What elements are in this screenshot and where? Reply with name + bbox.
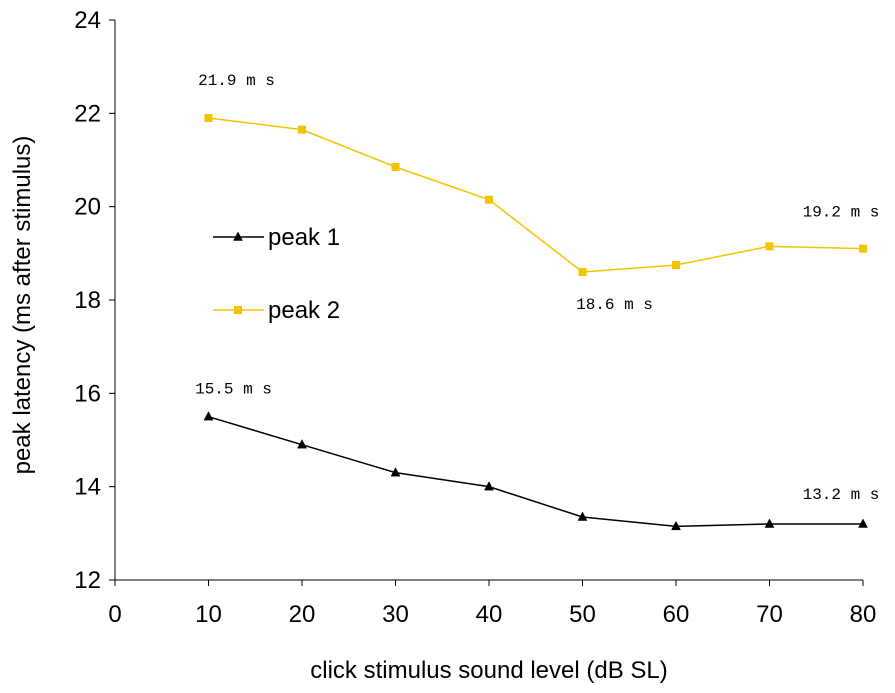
x-axis: 0 10 20 30 40 50 60 70 80 (108, 579, 877, 628)
data-point-peak-2 (672, 261, 680, 269)
x-tick-label: 30 (382, 601, 409, 628)
legend-marker-peak-1 (233, 231, 243, 241)
y-tick-label: 18 (74, 287, 101, 314)
x-tick-label: 10 (195, 601, 222, 628)
data-point-peak-1 (297, 439, 307, 449)
data-point-peak-2 (765, 242, 774, 251)
data-point-peak-2 (204, 114, 213, 122)
data-point-peak-2 (391, 163, 400, 171)
x-tick-label: 40 (476, 601, 503, 628)
x-tick-label: 50 (569, 601, 596, 628)
data-point-peak-1 (858, 518, 868, 528)
data-point-peak-2 (859, 244, 867, 253)
data-point-peak-1 (577, 511, 588, 521)
value-annotation: 15.5 m s (195, 381, 272, 399)
y-tick-label: 14 (74, 474, 101, 501)
y-axis-title: peak latency (ms after stimulus) (9, 136, 36, 475)
data-point-peak-1 (390, 467, 401, 477)
x-tick-label: 60 (663, 601, 690, 628)
legend-label-peak-2: peak 2 (268, 297, 340, 324)
y-tick-label: 22 (74, 100, 101, 127)
legend-label-peak-1: peak 1 (268, 224, 340, 251)
y-axis: 12 14 16 18 20 22 24 (74, 7, 116, 594)
value-annotation: 21.9 m s (198, 72, 275, 90)
x-tick-label: 0 (108, 601, 121, 628)
x-tick-label: 70 (756, 601, 783, 628)
data-point-peak-2 (578, 268, 587, 276)
y-tick-label: 16 (74, 380, 101, 407)
data-point-peak-2 (298, 125, 306, 134)
value-annotation: 19.2 m s (803, 204, 880, 222)
series-line-peak-1 (208, 415, 863, 528)
series-group (203, 114, 868, 531)
annotations: 21.9 m s 19.2 m s 18.6 m s 15.5 m s 13.2 m s (195, 72, 879, 504)
x-tick-label: 20 (289, 601, 316, 628)
series-line-peak-2 (208, 117, 864, 273)
x-axis-title: click stimulus sound level (dB SL) (310, 657, 667, 684)
legend: peak 1 peak 2 (213, 224, 340, 324)
data-point-peak-1 (203, 411, 214, 421)
data-point-peak-1 (484, 481, 494, 491)
data-point-peak-2 (485, 195, 493, 204)
legend-marker-peak-2 (234, 306, 242, 314)
y-tick-label: 20 (74, 194, 101, 221)
y-tick-label: 12 (74, 567, 101, 594)
value-annotation: 18.6 m s (576, 296, 653, 314)
data-point-peak-1 (671, 520, 681, 531)
value-annotation: 13.2 m s (803, 486, 880, 504)
x-tick-label: 80 (850, 601, 877, 628)
y-tick-label: 24 (74, 7, 101, 34)
data-point-peak-1 (764, 518, 775, 528)
